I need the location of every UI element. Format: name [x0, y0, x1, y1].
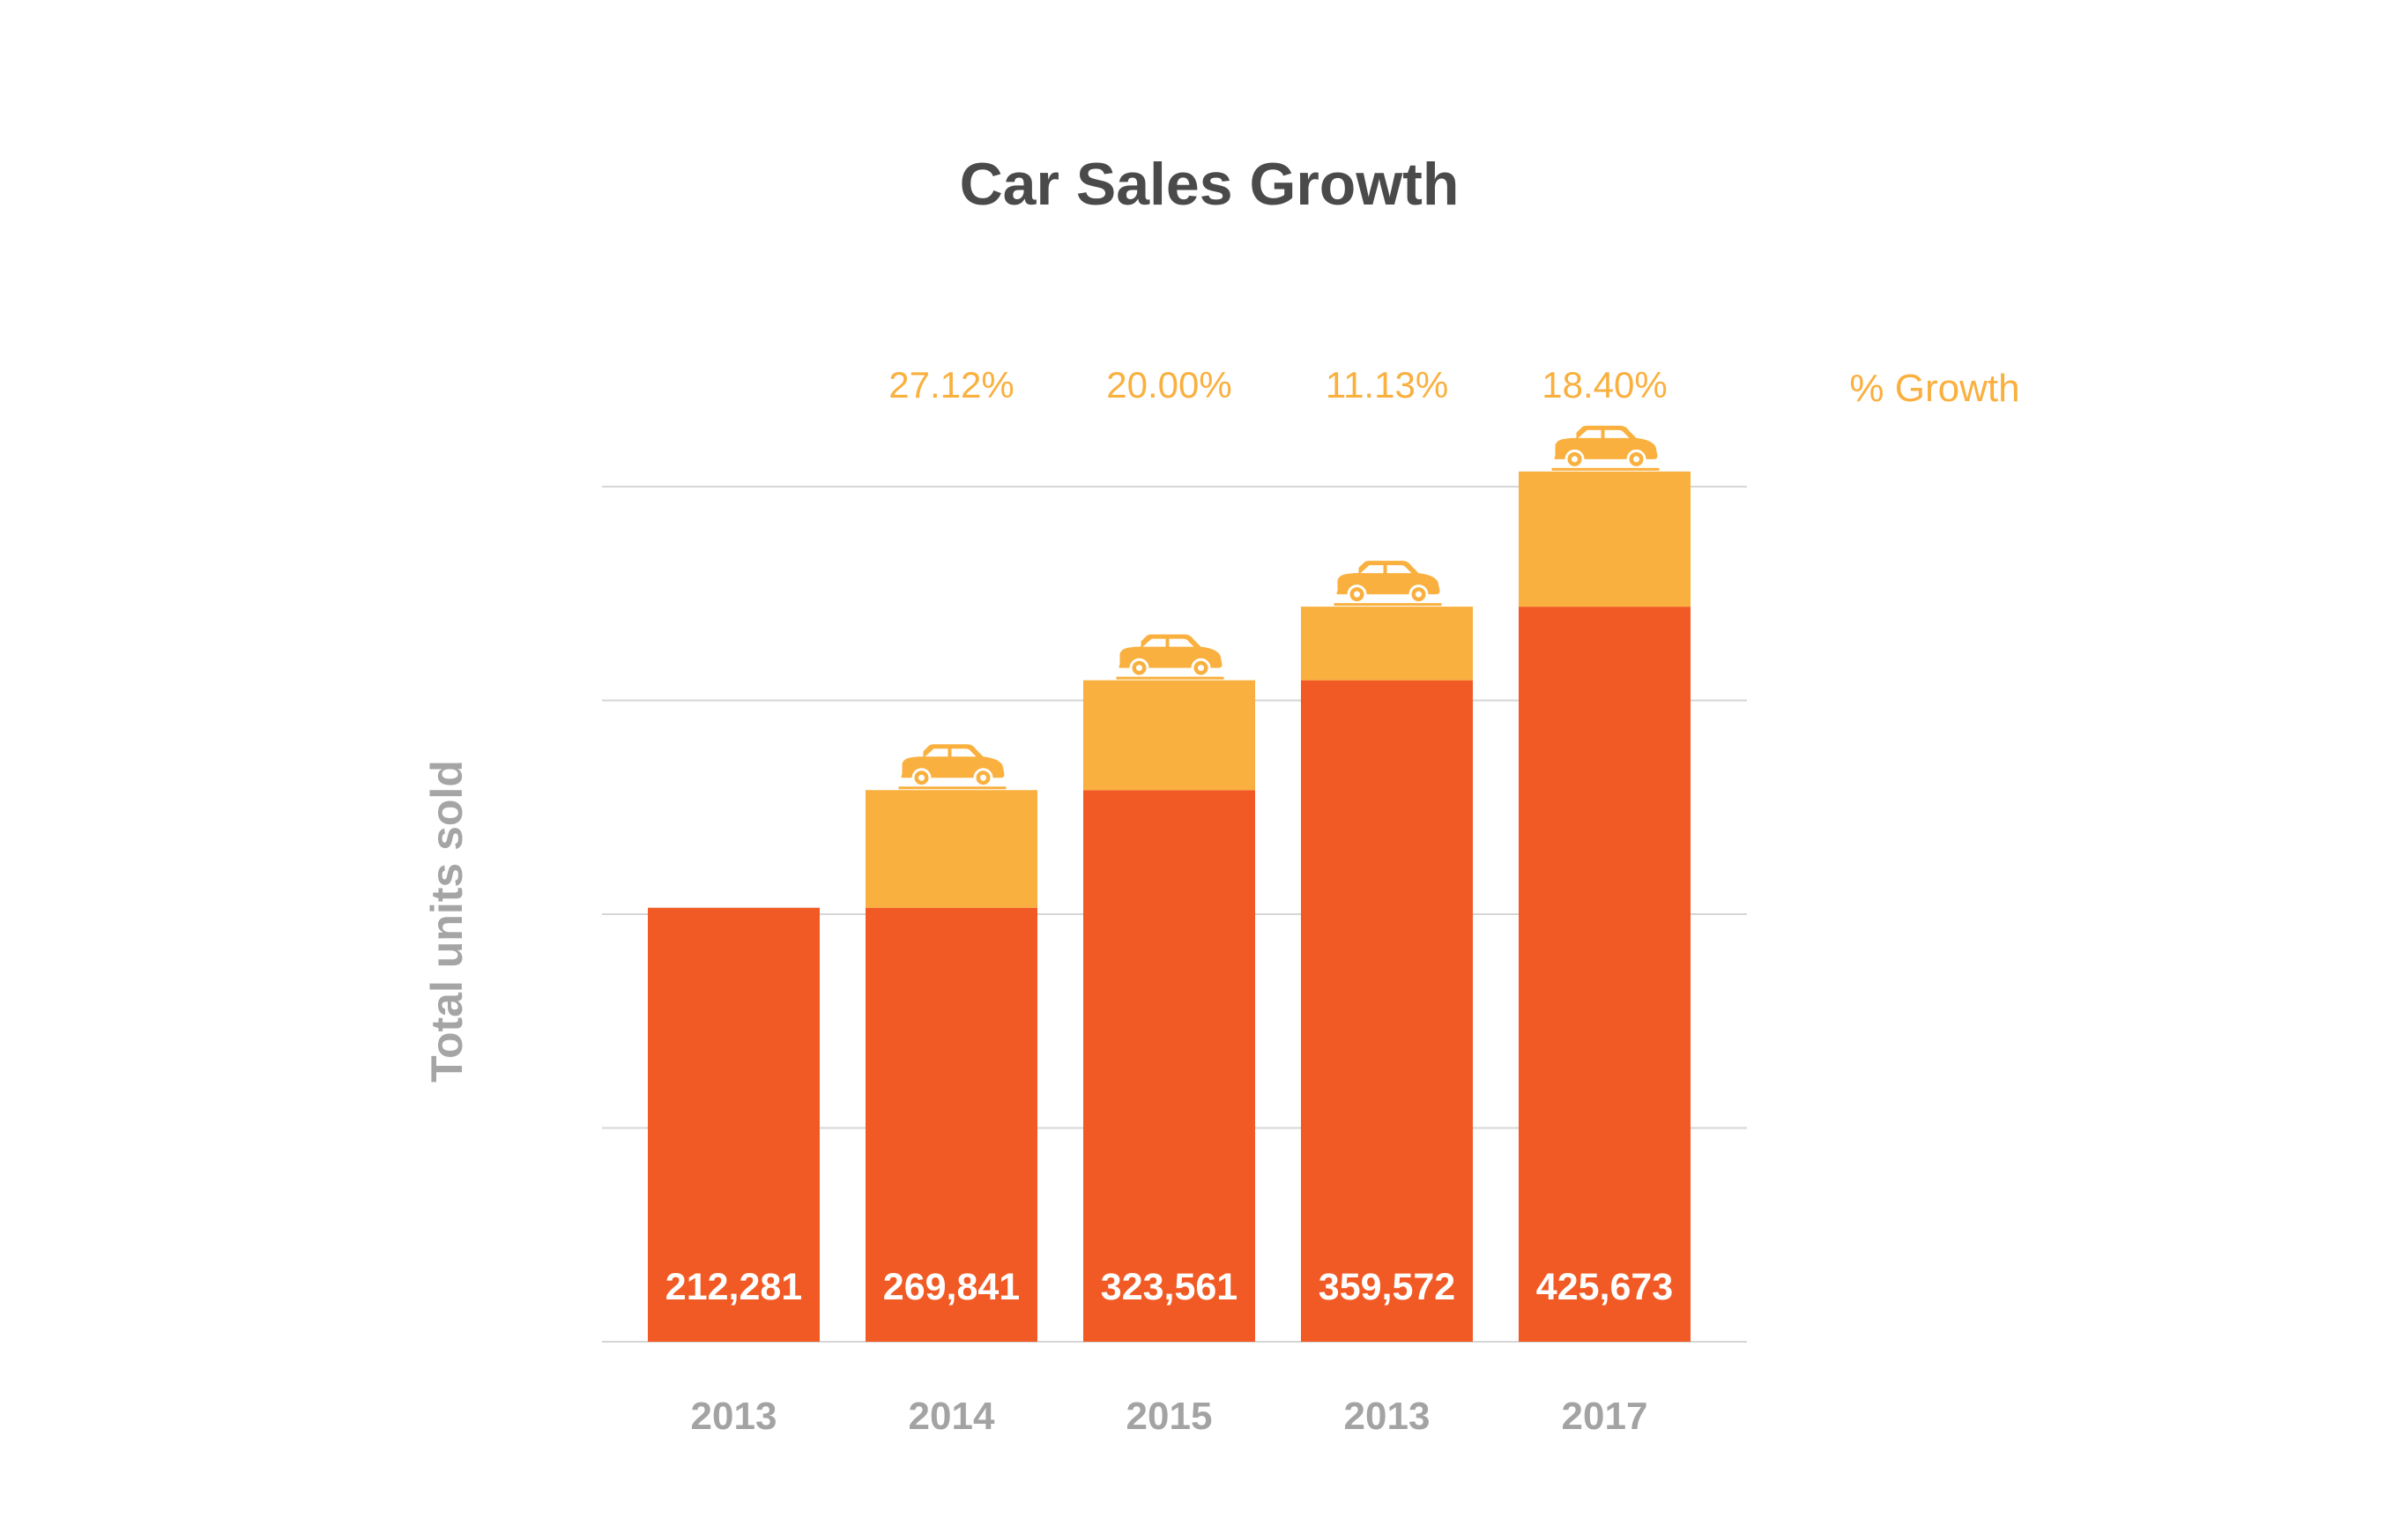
bar-growth-4 [1519, 471, 1691, 607]
growth-label-1: 27.12% [888, 364, 1014, 406]
data-label-1: 269,841 [883, 1266, 1020, 1308]
x-tick-label-1: 2014 [909, 1395, 995, 1438]
car-icon [1116, 634, 1224, 680]
data-labels: 212,281 269,841 323,561 359,572 425,673 [665, 1266, 1673, 1308]
x-tick-label-3: 2013 [1344, 1395, 1431, 1438]
growth-legend: % Growth [1849, 367, 2019, 410]
chart-title: Car Sales Growth [960, 151, 1460, 218]
bar-base-0 [648, 907, 820, 1342]
bar-base-2 [1083, 790, 1255, 1342]
x-tick-label-0: 2013 [691, 1395, 777, 1438]
x-tick-labels: 2013 2014 2015 2013 2017 [691, 1395, 1648, 1438]
growth-label-4: 18.40% [1542, 364, 1667, 406]
bar-growth-1 [866, 790, 1037, 908]
growth-labels: 27.12% 20.00% 11.13% 18.40% [888, 364, 1667, 406]
data-label-2: 323,561 [1101, 1266, 1237, 1308]
data-label-4: 425,673 [1536, 1266, 1673, 1308]
x-tick-label-4: 2017 [1562, 1395, 1648, 1438]
x-tick-label-2: 2015 [1126, 1395, 1213, 1438]
car-icons [898, 425, 1660, 790]
bars [648, 471, 1691, 1342]
growth-label-2: 20.00% [1106, 364, 1231, 406]
data-label-3: 359,572 [1319, 1266, 1455, 1308]
car-icon [1334, 561, 1442, 607]
bar-base-1 [866, 907, 1037, 1342]
y-axis-label: Total units sold [422, 760, 472, 1083]
bar-base-3 [1301, 680, 1473, 1342]
bar-growth-3 [1301, 607, 1473, 681]
bar-growth-2 [1083, 680, 1255, 791]
bar-base-4 [1519, 607, 1691, 1342]
growth-label-3: 11.13% [1326, 364, 1448, 406]
car-icon [1551, 425, 1660, 471]
car-icon [898, 744, 1007, 790]
data-label-0: 212,281 [665, 1266, 802, 1308]
